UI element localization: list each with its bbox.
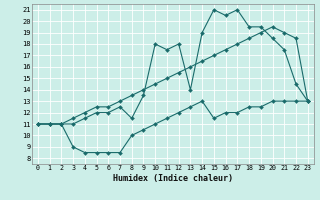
X-axis label: Humidex (Indice chaleur): Humidex (Indice chaleur) bbox=[113, 174, 233, 183]
